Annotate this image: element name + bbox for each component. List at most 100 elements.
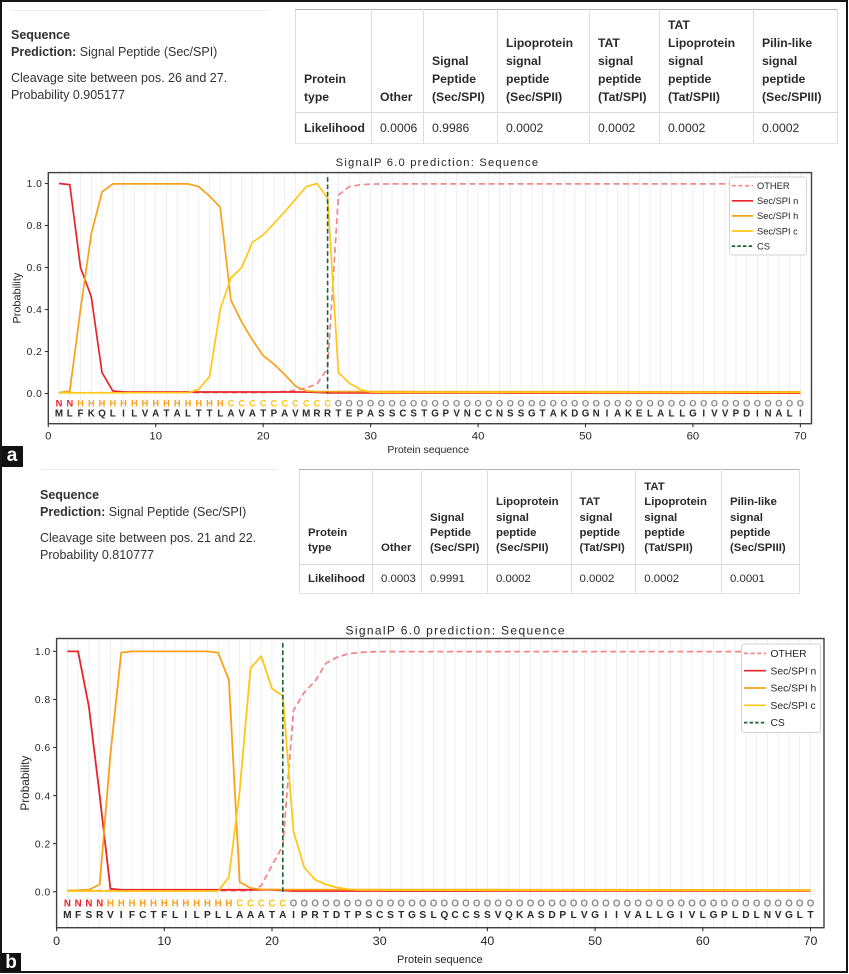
svg-text:L: L — [787, 408, 793, 419]
svg-text:T: T — [540, 408, 546, 419]
svg-text:C: C — [247, 898, 254, 909]
svg-text:N: N — [64, 898, 71, 909]
svg-text:50: 50 — [579, 431, 592, 443]
svg-text:O: O — [397, 898, 405, 909]
svg-text:L: L — [753, 910, 759, 921]
svg-text:Probability: Probability — [12, 272, 24, 323]
svg-text:G: G — [582, 408, 590, 419]
svg-text:G: G — [710, 910, 718, 921]
svg-text:O: O — [646, 398, 653, 408]
svg-text:O: O — [753, 898, 761, 909]
svg-text:H: H — [131, 398, 138, 408]
svg-text:O: O — [560, 398, 567, 408]
svg-text:O: O — [335, 398, 342, 408]
svg-text:H: H — [185, 398, 192, 408]
svg-text:O: O — [764, 398, 771, 408]
svg-text:Protein sequence: Protein sequence — [387, 444, 469, 456]
svg-text:A: A — [527, 910, 535, 921]
svg-text:O: O — [387, 898, 395, 909]
svg-text:S: S — [387, 910, 394, 921]
svg-text:V: V — [775, 910, 782, 921]
svg-text:S: S — [410, 408, 417, 419]
svg-text:O: O — [699, 898, 707, 909]
svg-text:O: O — [636, 398, 643, 408]
svg-text:G: G — [689, 408, 697, 419]
svg-text:H: H — [193, 898, 200, 909]
svg-text:N: N — [85, 898, 92, 909]
svg-text:L: L — [646, 910, 652, 921]
svg-text:I: I — [680, 910, 683, 921]
svg-text:60: 60 — [696, 934, 710, 948]
svg-text:T: T — [269, 910, 276, 921]
svg-text:C: C — [303, 398, 310, 408]
svg-text:1.0: 1.0 — [27, 179, 43, 190]
svg-text:A: A — [279, 910, 287, 921]
svg-text:F: F — [161, 910, 167, 921]
svg-text:I: I — [606, 408, 609, 419]
svg-text:O: O — [668, 398, 675, 408]
svg-text:L: L — [732, 910, 738, 921]
svg-text:C: C — [462, 910, 470, 921]
svg-text:I: I — [799, 408, 802, 419]
svg-text:C: C — [485, 408, 492, 419]
svg-text:L: L — [669, 408, 675, 419]
svg-text:T: T — [421, 408, 427, 419]
svg-text:A: A — [775, 408, 782, 419]
svg-text:CS: CS — [771, 718, 785, 729]
svg-text:O: O — [656, 898, 664, 909]
svg-text:C: C — [228, 398, 235, 408]
svg-text:L: L — [217, 408, 223, 419]
svg-text:T: T — [344, 910, 351, 921]
svg-text:A: A — [249, 408, 256, 419]
svg-text:SignalP 6.0 prediction: Sequen: SignalP 6.0 prediction: Sequence — [336, 157, 540, 169]
svg-text:D: D — [571, 408, 578, 419]
svg-text:0.8: 0.8 — [35, 695, 51, 706]
svg-text:SignalP 6.0 prediction: Sequen: SignalP 6.0 prediction: Sequence — [345, 624, 565, 638]
svg-text:P: P — [355, 910, 362, 921]
svg-text:Sec/SPI n: Sec/SPI n — [757, 196, 798, 206]
svg-text:O: O — [378, 398, 385, 408]
svg-text:V: V — [711, 408, 718, 419]
svg-text:C: C — [451, 910, 459, 921]
svg-text:N: N — [66, 398, 73, 408]
svg-text:H: H — [215, 898, 222, 909]
svg-text:S: S — [389, 408, 396, 419]
svg-text:O: O — [613, 898, 621, 909]
svg-text:O: O — [602, 898, 610, 909]
svg-text:30: 30 — [373, 934, 387, 948]
svg-text:H: H — [99, 398, 106, 408]
svg-text:V: V — [453, 408, 460, 419]
svg-text:O: O — [625, 398, 632, 408]
svg-text:O: O — [333, 898, 341, 909]
svg-text:O: O — [722, 398, 729, 408]
svg-text:O: O — [311, 898, 319, 909]
svg-text:O: O — [688, 898, 696, 909]
svg-text:L: L — [700, 910, 706, 921]
svg-text:O: O — [603, 398, 610, 408]
svg-text:A: A — [258, 910, 266, 921]
svg-text:O: O — [548, 898, 556, 909]
svg-text:Protein sequence: Protein sequence — [397, 954, 483, 966]
svg-text:H: H — [172, 898, 179, 909]
svg-text:O: O — [430, 898, 438, 909]
svg-text:40: 40 — [472, 431, 485, 443]
svg-text:N: N — [464, 408, 471, 419]
svg-text:70: 70 — [804, 934, 818, 948]
svg-text:C: C — [269, 898, 276, 909]
svg-text:H: H — [217, 398, 224, 408]
svg-text:C: C — [292, 398, 299, 408]
svg-text:A: A — [227, 408, 234, 419]
svg-text:C: C — [236, 898, 243, 909]
svg-text:O: O — [743, 398, 750, 408]
svg-text:0.0: 0.0 — [35, 887, 51, 898]
svg-text:O: O — [537, 898, 545, 909]
svg-text:O: O — [550, 398, 557, 408]
svg-text:70: 70 — [794, 431, 807, 443]
svg-text:O: O — [376, 898, 384, 909]
svg-text:O: O — [774, 898, 782, 909]
svg-text:0.4: 0.4 — [27, 305, 43, 316]
svg-text:0.0: 0.0 — [27, 389, 43, 400]
svg-text:O: O — [786, 398, 793, 408]
svg-text:F: F — [78, 408, 84, 419]
svg-text:S: S — [86, 910, 93, 921]
